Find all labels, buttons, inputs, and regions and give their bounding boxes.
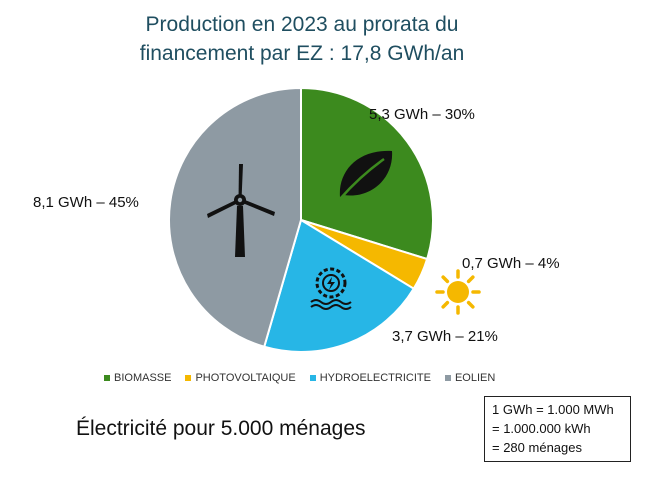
legend-swatch [185, 375, 192, 381]
slice-label-photovoltaique: 0,7 GWh – 4% [462, 255, 560, 272]
legend-item-biomasse: BIOMASSE [104, 372, 171, 384]
slice-label-eolien: 8,1 GWh – 45% [33, 194, 139, 211]
legend-label: HYDROELECTRICITE [319, 372, 431, 384]
legend-label: EOLIEN [454, 372, 496, 384]
conversion-line-1: 1 GWh = 1.000 MWh [492, 402, 614, 417]
households-text: Électricité pour 5.000 ménages [76, 417, 366, 440]
slice-label-hydroelectricite: 3,7 GWh – 21% [392, 328, 498, 345]
legend-label: PHOTOVOLTAIQUE [195, 372, 296, 384]
pie-slice-eolien [168, 86, 302, 349]
conversion-line-3: = 280 ménages [492, 440, 582, 455]
slice-label-biomasse: 5,3 GWh – 30% [369, 106, 475, 123]
legend-swatch [309, 375, 316, 381]
leaf-icon [339, 150, 393, 200]
legend-item-hydroelectricite: HYDROELECTRICITE [309, 372, 431, 384]
wind-turbine-icon [207, 164, 275, 257]
legend-label: BIOMASSE [114, 372, 172, 384]
chart-title-line-2: financement par EZ : 17,8 GWh/an [139, 42, 465, 65]
legend-swatch [444, 375, 451, 381]
legend-item-eolien: EOLIEN [444, 372, 496, 384]
legend-item-photovoltaique: PHOTOVOLTAIQUE [185, 372, 296, 384]
legend-swatch [104, 375, 110, 381]
conversion-line-2: = 1.000.000 kWh [492, 421, 591, 436]
chart-title-line-1: Production en 2023 au prorata du [145, 13, 459, 36]
chart-title: Production en 2023 au prorata du finance… [0, 10, 604, 68]
legend: BIOMASSE PHOTOVOLTAIQUE HYDROELECTRICITE… [104, 372, 495, 384]
sun-icon [435, 269, 481, 315]
pie-slices [168, 86, 434, 353]
conversion-box: 1 GWh = 1.000 MWh = 1.000.000 kWh = 280 … [484, 396, 631, 462]
hydro-turbine-icon [310, 267, 352, 310]
